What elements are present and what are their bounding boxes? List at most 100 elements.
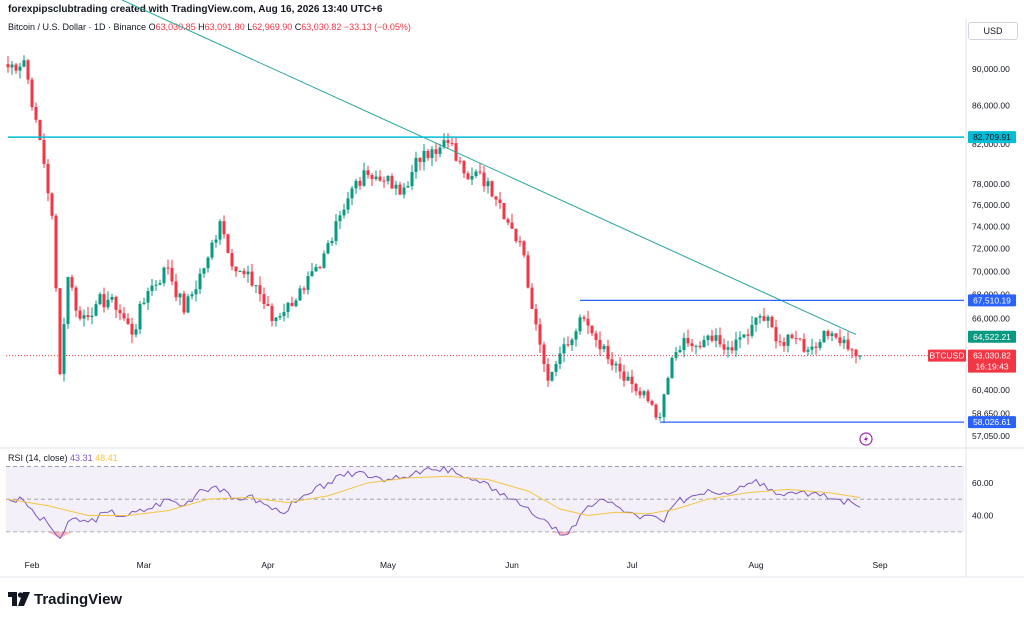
time-tick-label: Mar — [137, 560, 152, 570]
candle-body — [486, 181, 490, 187]
candle-body — [598, 339, 602, 350]
time-tick-label: Jul — [627, 560, 638, 570]
candle-body — [638, 391, 642, 396]
rsi-oversold-fill — [48, 531, 60, 539]
candle-body — [106, 299, 110, 308]
candle-body — [206, 257, 210, 269]
price-label: 63,030.82 — [973, 351, 1011, 361]
candle-body — [290, 302, 294, 307]
candle-body — [758, 316, 762, 318]
candle-body — [86, 315, 90, 318]
price-label: BTCUSD — [930, 351, 965, 361]
candle-body — [666, 378, 670, 395]
candle-body — [678, 349, 682, 353]
candle-body — [466, 173, 470, 180]
candle-body — [134, 329, 138, 335]
candle-body — [462, 160, 466, 174]
candle-body — [34, 107, 38, 120]
candle-body — [42, 139, 46, 164]
candle-body — [294, 300, 298, 307]
candle-body — [54, 215, 58, 289]
candle-body — [662, 394, 666, 417]
low-value: 62,969.90 — [252, 22, 293, 32]
time-tick-label: Aug — [748, 560, 763, 570]
price-label-bg — [968, 294, 1016, 307]
rsi-oversold-fill — [552, 531, 564, 536]
candle-body — [834, 333, 838, 338]
candle-body — [298, 288, 302, 301]
price-tick-label: 66,000.00 — [972, 314, 1010, 324]
candle-body — [370, 175, 374, 180]
candle-body — [514, 228, 518, 242]
candle-body — [382, 180, 386, 182]
price-tick-label: 60,400.00 — [972, 385, 1010, 395]
candle-body — [190, 294, 194, 297]
candle-body — [174, 281, 178, 298]
tradingview-logo[interactable]: TradingView — [8, 590, 122, 608]
candle-body — [694, 345, 698, 347]
candle-body — [430, 149, 434, 159]
candle-body — [274, 317, 278, 322]
candle-body — [414, 157, 418, 172]
candle-body — [214, 239, 218, 243]
candle-body — [686, 338, 690, 344]
candle-body — [82, 315, 86, 319]
candle-body — [150, 285, 154, 292]
candle-body — [506, 219, 510, 223]
candle-body — [138, 303, 142, 330]
candle-body — [266, 303, 270, 306]
candle-body — [626, 376, 630, 381]
candle-body — [362, 170, 366, 186]
candle-body — [542, 344, 546, 365]
candle-body — [142, 302, 146, 304]
candle-body — [26, 60, 30, 80]
candle-body — [350, 188, 354, 199]
candle-body — [18, 66, 22, 71]
candle-body — [366, 170, 370, 176]
candle-body — [94, 304, 98, 316]
time-axis: Feb Mar Apr May Jun Jul Aug Sep — [25, 560, 888, 570]
candle-body — [746, 334, 750, 336]
candle-body — [490, 181, 494, 197]
candle-body — [314, 266, 318, 272]
currency-button[interactable]: USD — [968, 22, 1018, 40]
time-tick-label: Feb — [25, 560, 40, 570]
candle-body — [342, 209, 346, 216]
open-value: 63,030.85 — [155, 22, 196, 32]
rsi-pane — [6, 465, 964, 540]
candle-body — [126, 318, 130, 324]
price-tick-label: 82,000.00 — [972, 139, 1010, 149]
candle-body — [578, 317, 582, 332]
open-label: O — [148, 22, 156, 32]
candle-body — [570, 339, 574, 346]
candle-body — [178, 293, 182, 298]
candle-body — [634, 383, 638, 392]
candle-body — [426, 150, 430, 159]
candle-body — [282, 312, 286, 317]
candle-body — [558, 353, 562, 364]
rsi-tick-label: 40.00 — [972, 511, 994, 521]
candle-body — [346, 198, 350, 210]
price-label: 16:19:43 — [975, 362, 1008, 372]
candle-body — [534, 308, 538, 325]
candle-body — [826, 331, 830, 336]
price-label: 58,026.61 — [973, 417, 1011, 427]
candle-body — [510, 222, 514, 229]
candle-body — [254, 285, 258, 287]
price-axis: 90,000.00 86,000.00 82,000.00 78,000.00 76,0… — [928, 64, 1016, 521]
candle-body — [790, 334, 794, 339]
candle-body — [682, 338, 686, 350]
candle-body — [494, 196, 498, 200]
candle-body — [630, 376, 634, 384]
candle-body — [390, 175, 394, 189]
high-value: 63,091.80 — [204, 22, 245, 32]
candle-body — [622, 371, 626, 381]
candle-body — [334, 221, 338, 242]
candle-body — [738, 337, 742, 340]
candle-body — [446, 140, 450, 144]
candle-body — [782, 341, 786, 346]
candle-body — [170, 267, 174, 282]
candle-body — [262, 294, 266, 304]
candle-body — [6, 64, 10, 68]
